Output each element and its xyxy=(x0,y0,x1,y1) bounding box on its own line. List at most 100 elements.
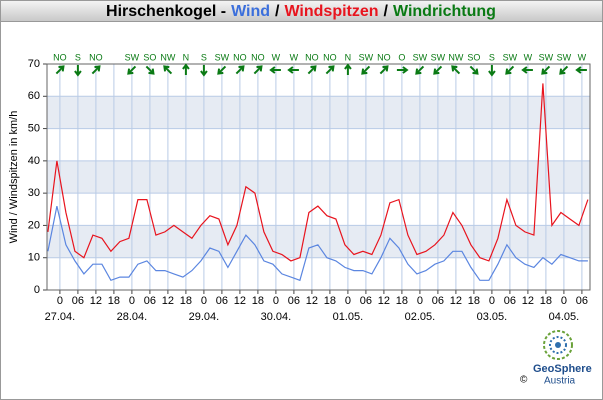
grid-band xyxy=(47,225,590,258)
title-part: Wind xyxy=(231,3,270,20)
direction-label: O xyxy=(398,52,405,62)
direction-arrow xyxy=(182,63,190,75)
direction-label: SW xyxy=(557,52,572,62)
direction-arrow xyxy=(127,65,137,75)
y-tick-label: 70 xyxy=(28,58,40,70)
x-tick-label: 12 xyxy=(90,295,102,307)
y-tick-label: 40 xyxy=(28,155,40,167)
logo xyxy=(543,330,573,360)
direction-arrow xyxy=(541,65,551,75)
plot: 0 06 12 18 0 06 12 18 0 06 12 18 0 06 12 18 0 06 12 18 0 06 12… xyxy=(28,52,591,323)
logo-dot xyxy=(555,342,561,348)
direction-label: S xyxy=(489,52,495,62)
direction-arrow xyxy=(344,63,352,75)
x-tick-label: 0 xyxy=(561,295,567,307)
x-tick-label: 18 xyxy=(324,295,336,307)
x-tick-label: 06 xyxy=(576,295,588,307)
date-label: 28.04. xyxy=(117,311,148,323)
logo-ring xyxy=(549,336,567,354)
direction-arrow xyxy=(269,66,281,74)
x-tick-label: 18 xyxy=(540,295,552,307)
y-tick-label: 0 xyxy=(34,284,40,296)
logo-name: GeoSphere xyxy=(533,363,592,375)
direction-arrow xyxy=(287,66,299,74)
grid-band xyxy=(47,160,590,194)
x-tick-label: 18 xyxy=(108,295,120,307)
y-axis-label: Wind / Windspitzen in km/h xyxy=(8,111,20,244)
direction-arrow xyxy=(469,65,479,75)
logo-sub: Austria xyxy=(544,376,576,387)
direction-label: NW xyxy=(160,52,175,62)
x-tick-label: 0 xyxy=(345,295,351,307)
x-tick-label: 18 xyxy=(180,295,192,307)
x-tick-label: 12 xyxy=(378,295,390,307)
direction-arrow xyxy=(163,65,173,75)
x-tick-label: 12 xyxy=(162,295,174,307)
date-label: 04.05. xyxy=(549,311,580,323)
date-label: 30.04. xyxy=(261,311,292,323)
direction-arrow xyxy=(559,65,569,75)
x-tick-label: 06 xyxy=(360,295,372,307)
date-label: 03.05. xyxy=(477,311,508,323)
date-label: 27.04. xyxy=(45,311,76,323)
direction-label: SW xyxy=(503,52,518,62)
title-part: / xyxy=(275,3,280,20)
direction-arrow xyxy=(433,65,443,75)
direction-label: SO xyxy=(467,52,480,62)
direction-label: SW xyxy=(359,52,374,62)
x-tick-label: 18 xyxy=(468,295,480,307)
x-tick-label: 0 xyxy=(273,295,279,307)
x-tick-label: 06 xyxy=(504,295,516,307)
direction-arrow xyxy=(415,65,425,75)
y-tick-label: 50 xyxy=(28,122,40,134)
x-tick-label: 18 xyxy=(252,295,264,307)
direction-label: SW xyxy=(539,52,554,62)
direction-label: SW xyxy=(125,52,140,62)
direction-label: NO xyxy=(323,52,337,62)
direction-label: NO xyxy=(305,52,319,62)
logo-ring xyxy=(543,330,573,360)
direction-arrow xyxy=(521,66,533,74)
direction-arrow xyxy=(325,65,335,75)
date-label: 01.05. xyxy=(333,311,364,323)
direction-label: NO xyxy=(53,52,67,62)
title-part: Windspitzen xyxy=(284,3,378,20)
x-tick-label: 0 xyxy=(201,295,207,307)
direction-arrow xyxy=(488,65,496,77)
direction-arrow xyxy=(55,65,65,75)
series-line xyxy=(47,83,589,262)
title-part: Hirschenkogel - xyxy=(106,3,226,20)
direction-arrow xyxy=(74,65,82,77)
direction-label: NW xyxy=(448,52,463,62)
date-label: 29.04. xyxy=(189,311,220,323)
x-tick-label: 0 xyxy=(489,295,495,307)
direction-label: S xyxy=(75,52,81,62)
direction-arrow xyxy=(91,65,101,75)
plot-border xyxy=(46,63,591,291)
direction-label: SO xyxy=(143,52,156,62)
direction-arrow xyxy=(253,65,263,75)
y-tick-label: 20 xyxy=(28,219,40,231)
direction-arrow xyxy=(235,65,245,75)
x-tick-label: 12 xyxy=(234,295,246,307)
title-part: Windrichtung xyxy=(393,3,496,20)
direction-label: W xyxy=(578,52,587,62)
x-tick-label: 12 xyxy=(450,295,462,307)
direction-label: NO xyxy=(377,52,391,62)
copyright: © xyxy=(520,375,528,386)
direction-arrow xyxy=(200,65,208,77)
direction-arrow xyxy=(379,65,389,75)
direction-label: N xyxy=(345,52,352,62)
direction-label: SW xyxy=(431,52,446,62)
y-tick-label: 30 xyxy=(28,187,40,199)
direction-label: W xyxy=(272,52,281,62)
x-tick-label: 0 xyxy=(417,295,423,307)
grid-band xyxy=(47,96,590,129)
direction-label: SW xyxy=(215,52,230,62)
direction-label: NO xyxy=(89,52,103,62)
direction-arrow xyxy=(145,65,155,75)
x-tick-label: 06 xyxy=(144,295,156,307)
direction-arrow xyxy=(505,65,515,75)
x-tick-label: 06 xyxy=(288,295,300,307)
